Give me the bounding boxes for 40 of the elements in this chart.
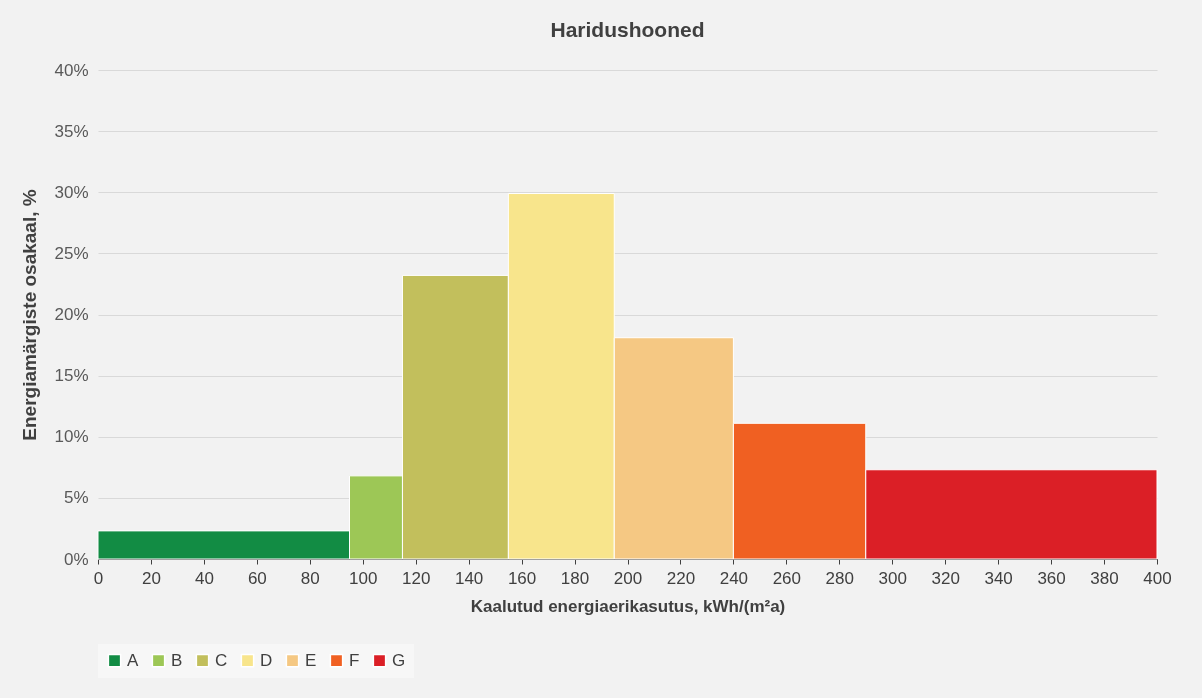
y-tick-label: 10% <box>54 427 89 447</box>
x-axis-title: Kaalutud energiaerikasutus, kWh/(m²a) <box>470 596 786 616</box>
y-tick-label: 30% <box>54 182 89 202</box>
x-tick-label: 160 <box>507 568 537 588</box>
x-tick-label: 240 <box>719 568 749 588</box>
x-tick-label: 120 <box>402 568 431 588</box>
x-tick-label: 400 <box>1143 568 1172 588</box>
y-tick-label: 5% <box>63 488 89 508</box>
x-tick-label: 60 <box>247 568 267 588</box>
x-tick-label: 0 <box>93 568 104 588</box>
x-tick-label: 280 <box>825 568 854 588</box>
legend-label: G <box>392 650 406 670</box>
x-tick-label: 360 <box>1037 568 1066 588</box>
x-tick-label: 200 <box>613 568 643 588</box>
legend-label: F <box>349 650 360 670</box>
x-tick-label: 20 <box>141 568 161 588</box>
x-tick-label: 260 <box>772 568 802 588</box>
y-tick-label: 40% <box>54 60 89 80</box>
legend-label: B <box>171 650 183 670</box>
legend-label: D <box>260 650 273 670</box>
x-tick-label: 180 <box>560 568 590 588</box>
x-tick-label: 40 <box>194 568 214 588</box>
x-tick-label: 140 <box>454 568 484 588</box>
legend-label: E <box>305 650 317 670</box>
y-tick-label: 0% <box>63 549 89 569</box>
y-tick-label: 15% <box>54 366 89 386</box>
chart-title: Haridushooned <box>550 18 705 41</box>
legend-label: C <box>215 650 228 670</box>
y-axis-title: Energiamärgiste osakaal, % <box>19 189 41 441</box>
x-tick-label: 100 <box>349 568 378 588</box>
legend-label: A <box>127 650 139 670</box>
y-tick-label: 20% <box>54 305 89 324</box>
x-tick-label: 300 <box>878 568 907 588</box>
y-tick-label: 35% <box>54 121 89 141</box>
x-tick-label: 220 <box>666 568 696 588</box>
x-tick-label: 380 <box>1090 568 1119 588</box>
y-tick-label: 25% <box>54 243 89 263</box>
x-tick-label: 320 <box>931 568 960 588</box>
x-tick-label: 340 <box>984 568 1013 588</box>
x-tick-label: 80 <box>300 568 320 588</box>
